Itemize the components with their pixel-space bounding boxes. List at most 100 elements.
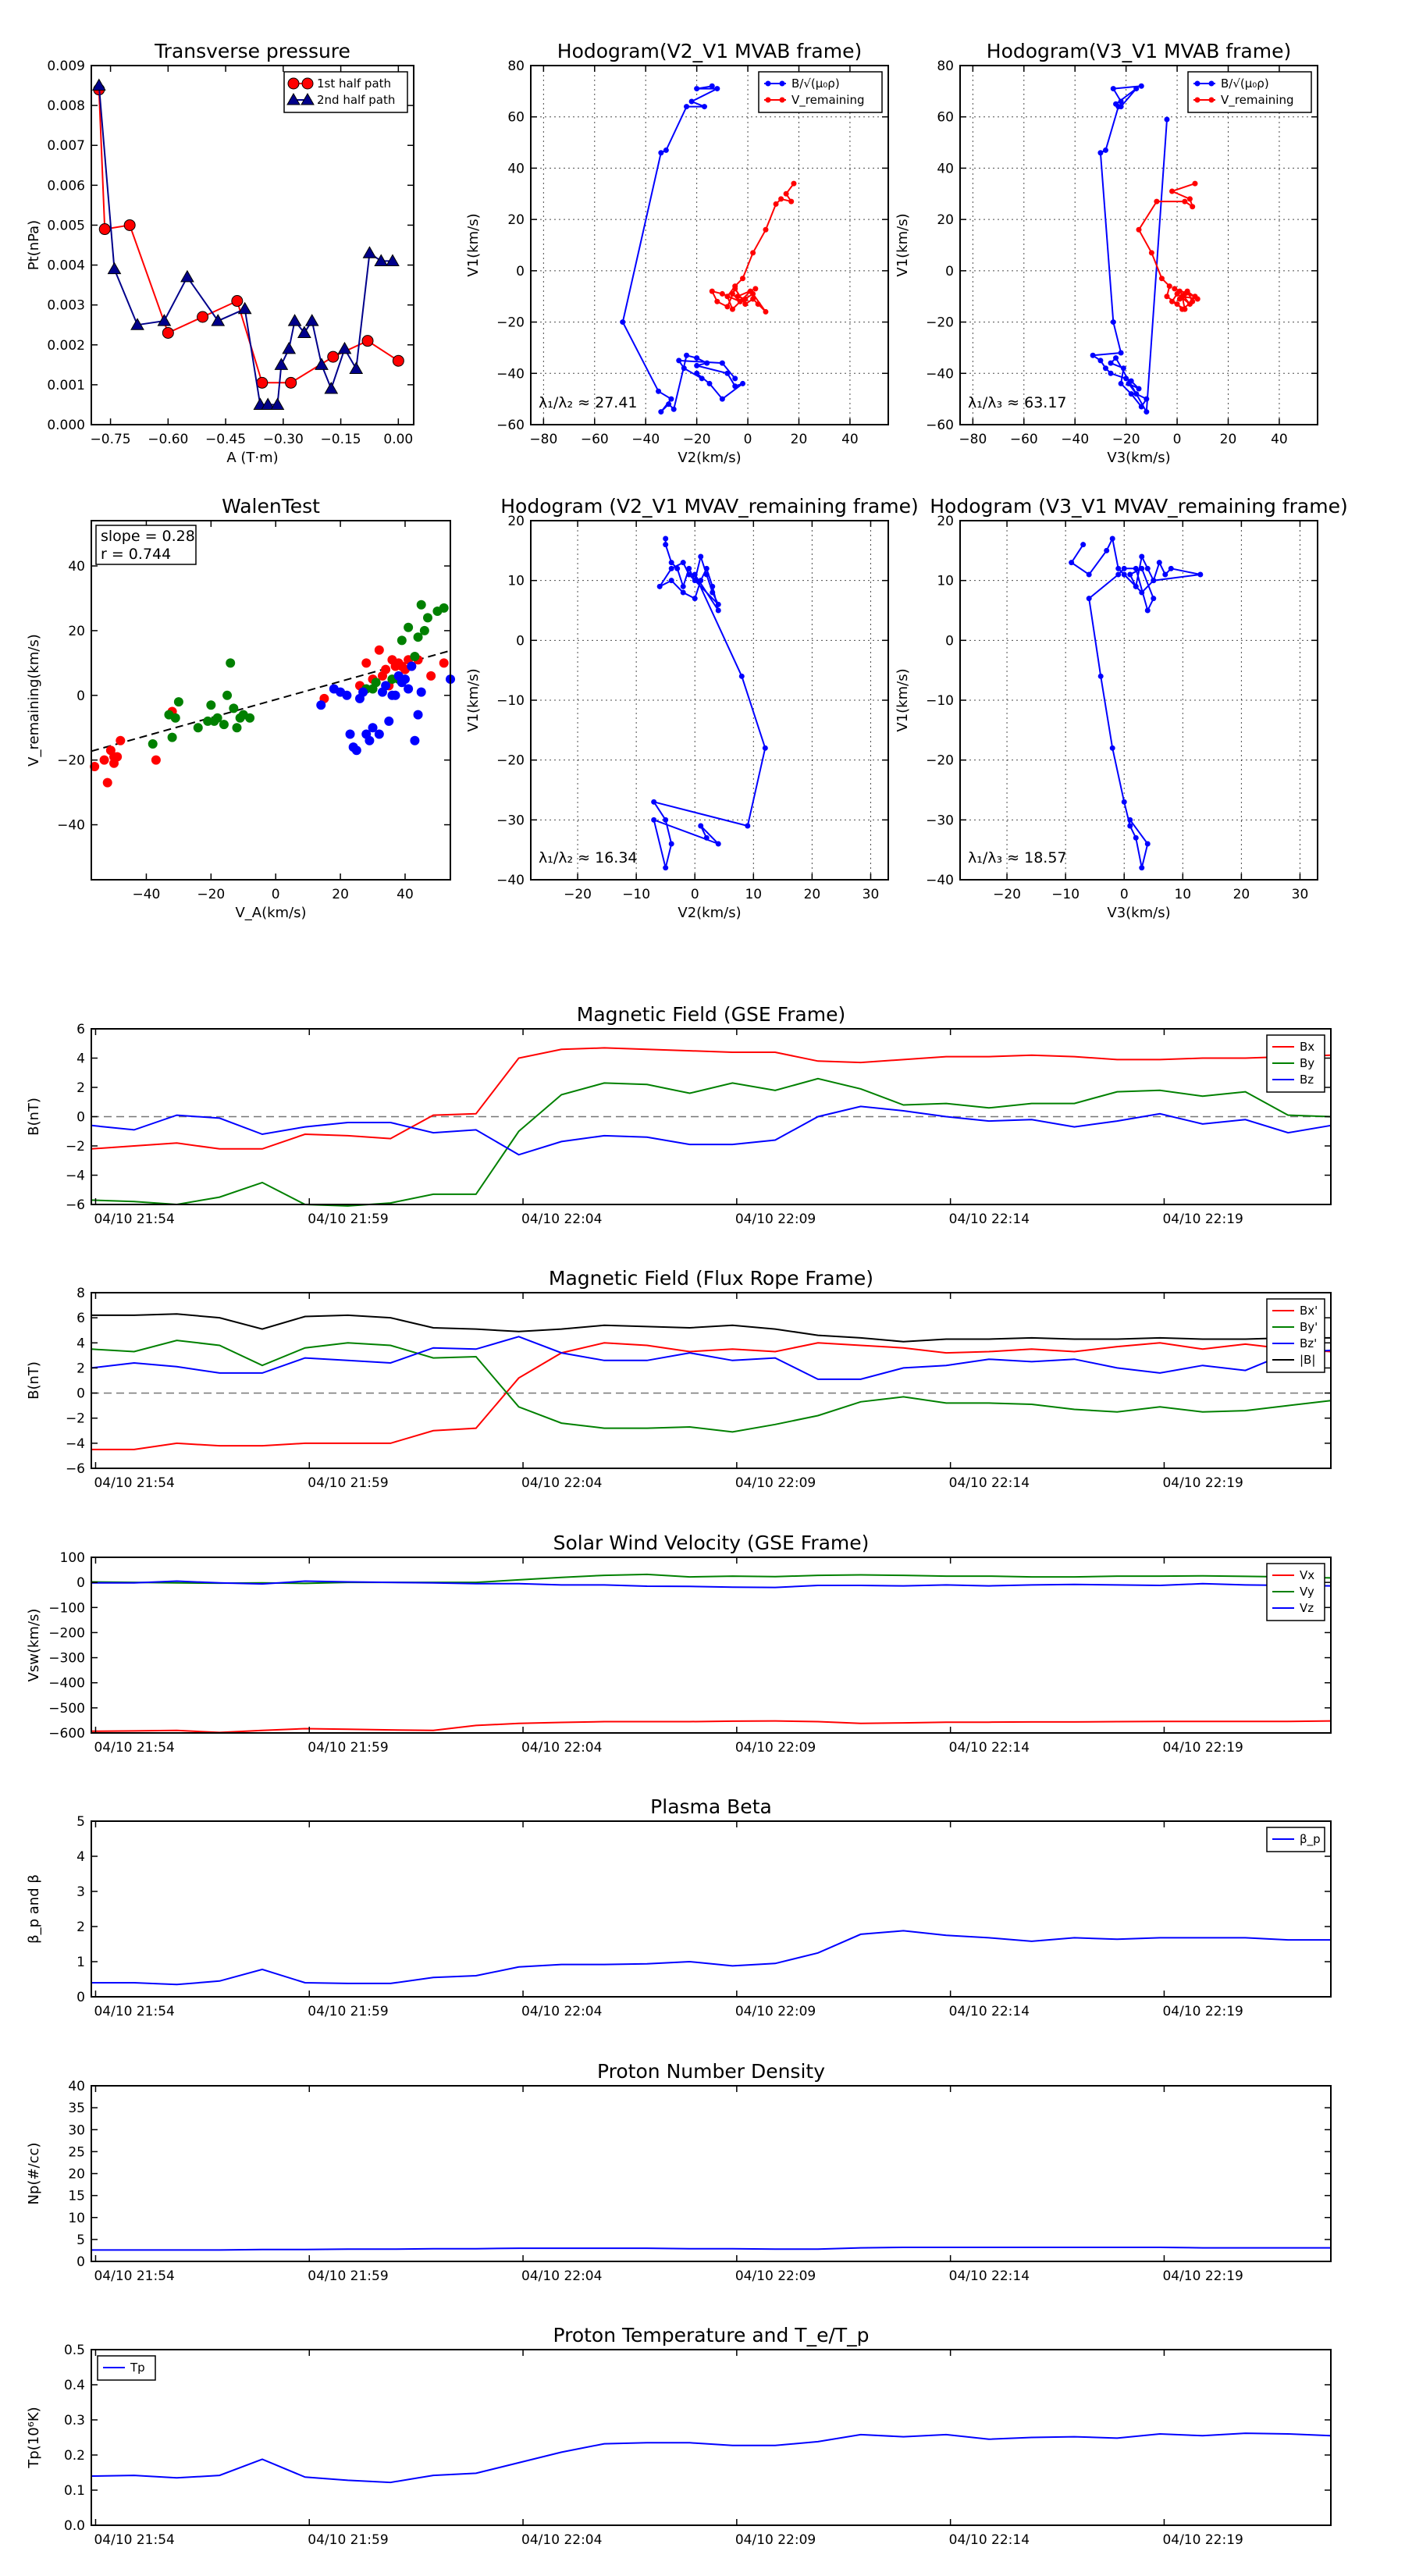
y-tick-label: 2 bbox=[76, 1080, 85, 1096]
chart-title: Solar Wind Velocity (GSE Frame) bbox=[553, 1532, 870, 1554]
data-point bbox=[361, 335, 374, 347]
chart-hodo_v3v1_mvav: Hodogram (V3_V1 MVAV_remaining frame)−20… bbox=[895, 495, 1348, 921]
legend-label: By' bbox=[1300, 1320, 1318, 1334]
x-tick-label: 04/10 22:09 bbox=[735, 1475, 816, 1491]
data-point bbox=[729, 306, 735, 312]
data-point bbox=[663, 147, 669, 153]
data-point bbox=[719, 290, 725, 297]
chart-title: WalenTest bbox=[222, 495, 320, 518]
data-point bbox=[747, 288, 753, 294]
y-tick-label: −30 bbox=[926, 813, 954, 828]
data-point bbox=[706, 380, 713, 386]
data-point bbox=[368, 723, 378, 733]
data-point bbox=[1162, 571, 1168, 578]
data-point bbox=[413, 710, 423, 720]
y-tick-label: 20 bbox=[937, 514, 954, 529]
grid-lines bbox=[960, 65, 1318, 425]
x-tick-label: 04/10 22:19 bbox=[1162, 1740, 1243, 1756]
x-tick-label: 04/10 22:09 bbox=[735, 1212, 816, 1227]
data-point bbox=[1186, 301, 1193, 308]
y-tick-label: 0.4 bbox=[64, 2378, 85, 2393]
y-tick-label: 4 bbox=[76, 1051, 85, 1067]
y-tick-label: −10 bbox=[496, 693, 525, 709]
data-point bbox=[371, 678, 381, 688]
y-tick-label: 40 bbox=[507, 161, 525, 176]
data-point bbox=[1086, 596, 1092, 602]
data-point bbox=[1120, 365, 1126, 372]
data-point bbox=[686, 565, 692, 571]
series-line bbox=[98, 89, 399, 384]
legend: 1st half path 2nd half path bbox=[283, 71, 408, 113]
data-point bbox=[1138, 83, 1144, 89]
chart-title: Magnetic Field (GSE Frame) bbox=[577, 1003, 845, 1026]
data-point bbox=[1080, 542, 1087, 548]
data-point bbox=[419, 625, 429, 635]
x-tick-label: 04/10 21:59 bbox=[308, 1740, 388, 1756]
data-point bbox=[99, 755, 109, 765]
data-point bbox=[698, 553, 704, 560]
chart-title: Proton Temperature and T_e/T_p bbox=[553, 2324, 869, 2347]
legend-marker bbox=[1208, 80, 1215, 87]
y-tick-label: −40 bbox=[926, 873, 954, 888]
chart-mag_fr: Magnetic Field (Flux Rope Frame)04/10 21… bbox=[26, 1267, 1332, 1491]
data-point bbox=[439, 658, 449, 668]
legend-item: Bz bbox=[1272, 1073, 1314, 1087]
data-point bbox=[109, 758, 119, 768]
x-tick-label: −0.60 bbox=[148, 432, 188, 447]
data-point bbox=[1169, 188, 1176, 194]
y-tick-label: 20 bbox=[68, 624, 85, 639]
data-point bbox=[663, 865, 669, 871]
x-tick-label: 0 bbox=[1173, 432, 1182, 447]
legend-label: By bbox=[1300, 1056, 1314, 1070]
series-0 bbox=[91, 2247, 1331, 2251]
data-point bbox=[1133, 86, 1140, 92]
data-point bbox=[151, 755, 161, 765]
data-point bbox=[738, 673, 745, 679]
legend-marker bbox=[287, 77, 300, 90]
data-point bbox=[390, 690, 400, 700]
data-point bbox=[91, 78, 106, 91]
y-tick-label: 0 bbox=[516, 633, 525, 649]
x-tick-label: −20 bbox=[1112, 432, 1140, 447]
chart-hodo_v2v1_mvab: Hodogram(V2_V1 MVAB frame) −80 −60 −40 −20 0 2… bbox=[465, 40, 889, 466]
legend-label: β_p bbox=[1300, 1832, 1321, 1847]
y-tick-label: −6 bbox=[66, 1197, 85, 1213]
y-axis-label: V1(km/s) bbox=[465, 213, 482, 276]
x-tick-label: −80 bbox=[529, 432, 557, 447]
y-tick-label: 2 bbox=[76, 1361, 85, 1376]
data-point bbox=[1138, 404, 1144, 410]
data-point bbox=[742, 301, 749, 308]
x-tick-label: −0.30 bbox=[263, 432, 304, 447]
data-point bbox=[1110, 86, 1116, 92]
data-point bbox=[1144, 841, 1151, 847]
data-point bbox=[735, 294, 741, 300]
data-point bbox=[732, 383, 738, 390]
data-point bbox=[245, 713, 255, 723]
data-point bbox=[686, 571, 692, 578]
y-tick-label: 0.3 bbox=[64, 2413, 85, 2428]
data-point bbox=[1158, 276, 1165, 282]
series-line bbox=[91, 1573, 1332, 1585]
data-point bbox=[404, 684, 414, 694]
y-tick-label: −2 bbox=[66, 1411, 85, 1427]
data-point bbox=[750, 250, 756, 256]
plot-frame bbox=[959, 65, 1318, 425]
chart-mag_gse: Magnetic Field (GSE Frame)04/10 21:54 04/… bbox=[26, 1003, 1332, 1227]
y-axis-label: B(nT) bbox=[26, 1361, 42, 1400]
data-point bbox=[724, 370, 731, 376]
plot-frame bbox=[91, 1820, 1332, 1998]
chart-transverse: Transverse pressure−0.75 −0.60 −0.45 −0.30−… bbox=[26, 40, 414, 466]
data-point bbox=[1127, 571, 1133, 578]
series-line bbox=[91, 1340, 1332, 1433]
data-point bbox=[703, 571, 710, 578]
y-tick-label: 8 bbox=[76, 1286, 85, 1301]
data-point bbox=[1192, 180, 1198, 187]
y-tick-label: −60 bbox=[926, 418, 954, 433]
legend-label: B/√(μ₀ρ) bbox=[1221, 76, 1269, 91]
legend-label: Vy bbox=[1300, 1585, 1314, 1599]
x-tick-label: 04/10 22:14 bbox=[949, 1212, 1030, 1227]
data-point bbox=[1121, 565, 1127, 571]
data-point bbox=[1128, 391, 1134, 397]
legend-item: B/√(μ₀ρ) bbox=[1193, 76, 1269, 91]
series-vx bbox=[91, 1720, 1332, 1734]
